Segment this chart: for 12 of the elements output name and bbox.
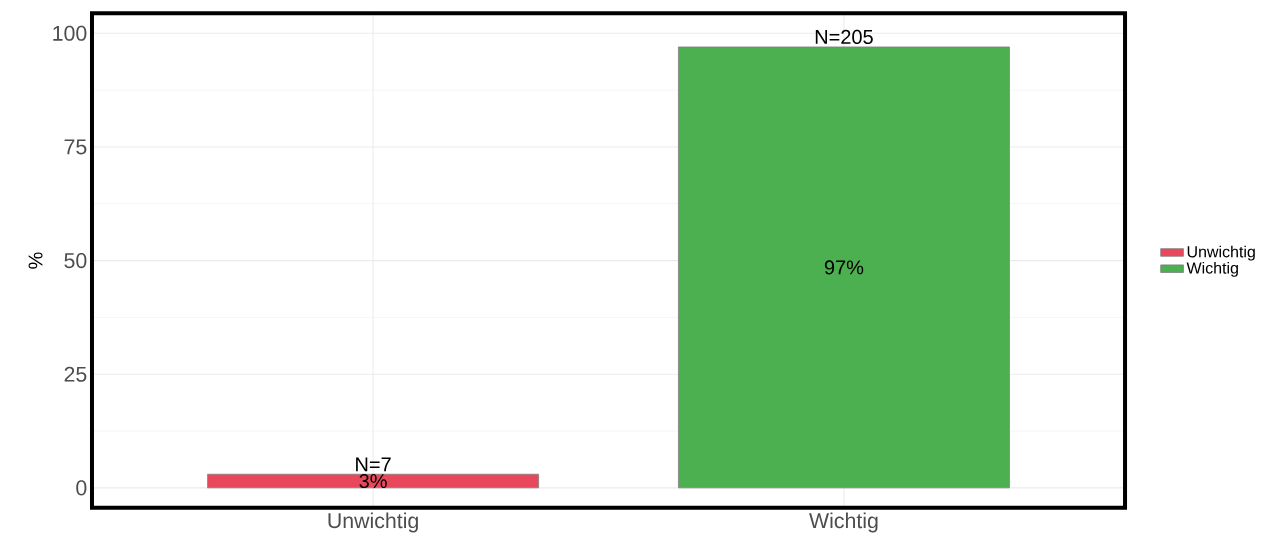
y-axis-title: % [28,252,43,269]
y-tick-label: 0 [76,480,87,496]
data-label: 97% [824,260,864,275]
y-tick-label: 50 [64,253,87,269]
data-label: 3% [359,474,387,489]
legend-label: Wichtig [1186,262,1238,278]
legend-label: Unwichtig [1187,245,1255,261]
annotation: N=7 [356,457,391,472]
annotation: N=205 [815,30,873,45]
y-tick-label: 25 [64,366,87,383]
y-tick-label: 100 [53,26,87,42]
y-tick-label: 75 [64,139,87,155]
